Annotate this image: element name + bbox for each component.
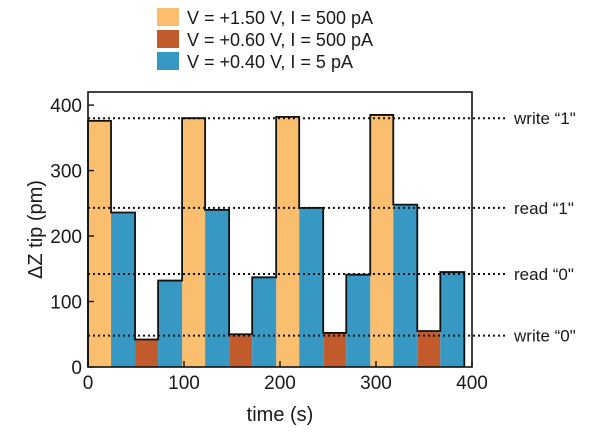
legend-label-3: V = +0.40 V, I = 5 pA xyxy=(187,52,353,72)
bar-series3-1 xyxy=(111,212,136,367)
reference-label-3: read “0" xyxy=(514,265,574,284)
bar-series1-1 xyxy=(88,120,112,367)
bar-series1-3 xyxy=(276,116,300,367)
bar-series3-7 xyxy=(393,204,418,367)
plot-area xyxy=(87,114,466,368)
reference-lines: write “1" read “1" read “0" write “0" xyxy=(88,109,576,346)
x-tick-label-3: 200 xyxy=(264,373,296,394)
y-tick-label-2: 100 xyxy=(50,293,82,314)
bar-series3-6 xyxy=(346,274,371,367)
reference-label-1: write “1" xyxy=(513,109,576,128)
x-tick-label-1: 0 xyxy=(83,373,94,394)
bar-series3-3 xyxy=(205,209,230,367)
legend-swatch-3 xyxy=(157,52,179,70)
bar-series2-2 xyxy=(229,334,253,367)
axes: 0 100 200 300 400 0 100 200 300 400 xyxy=(50,91,488,394)
y-tick-label-3: 200 xyxy=(50,227,82,248)
legend-swatch-2 xyxy=(157,30,179,48)
signal-trace xyxy=(87,114,466,367)
y-tick-label-1: 0 xyxy=(71,358,82,379)
bar-series2-1 xyxy=(135,339,159,367)
x-tick-label-5: 400 xyxy=(456,373,488,394)
legend: V = +1.50 V, I = 500 pAV = +0.60 V, I = … xyxy=(157,8,373,72)
bar-series3-8 xyxy=(440,272,465,367)
x-tick-label-2: 100 xyxy=(168,373,200,394)
y-tick-label-5: 400 xyxy=(50,96,82,117)
bar-series1-4 xyxy=(370,114,394,368)
reference-label-4: write “0" xyxy=(513,327,576,346)
bar-series1-2 xyxy=(182,118,206,367)
y-axis-title: ΔZ tip (pm) xyxy=(25,180,47,279)
reference-label-2: read “1" xyxy=(514,199,574,218)
bar-series2-3 xyxy=(323,332,347,367)
bar-series3-5 xyxy=(299,207,324,367)
bar-series3-2 xyxy=(158,280,183,367)
legend-swatch-1 xyxy=(157,8,179,26)
x-axis-title: time (s) xyxy=(247,404,314,426)
bar-series2-4 xyxy=(417,330,441,367)
legend-label-1: V = +1.50 V, I = 500 pA xyxy=(187,8,373,28)
bar-series3-4 xyxy=(252,277,277,367)
y-tick-label-4: 300 xyxy=(50,162,82,183)
x-tick-label-4: 300 xyxy=(360,373,392,394)
legend-label-2: V = +0.60 V, I = 500 pA xyxy=(187,30,373,50)
